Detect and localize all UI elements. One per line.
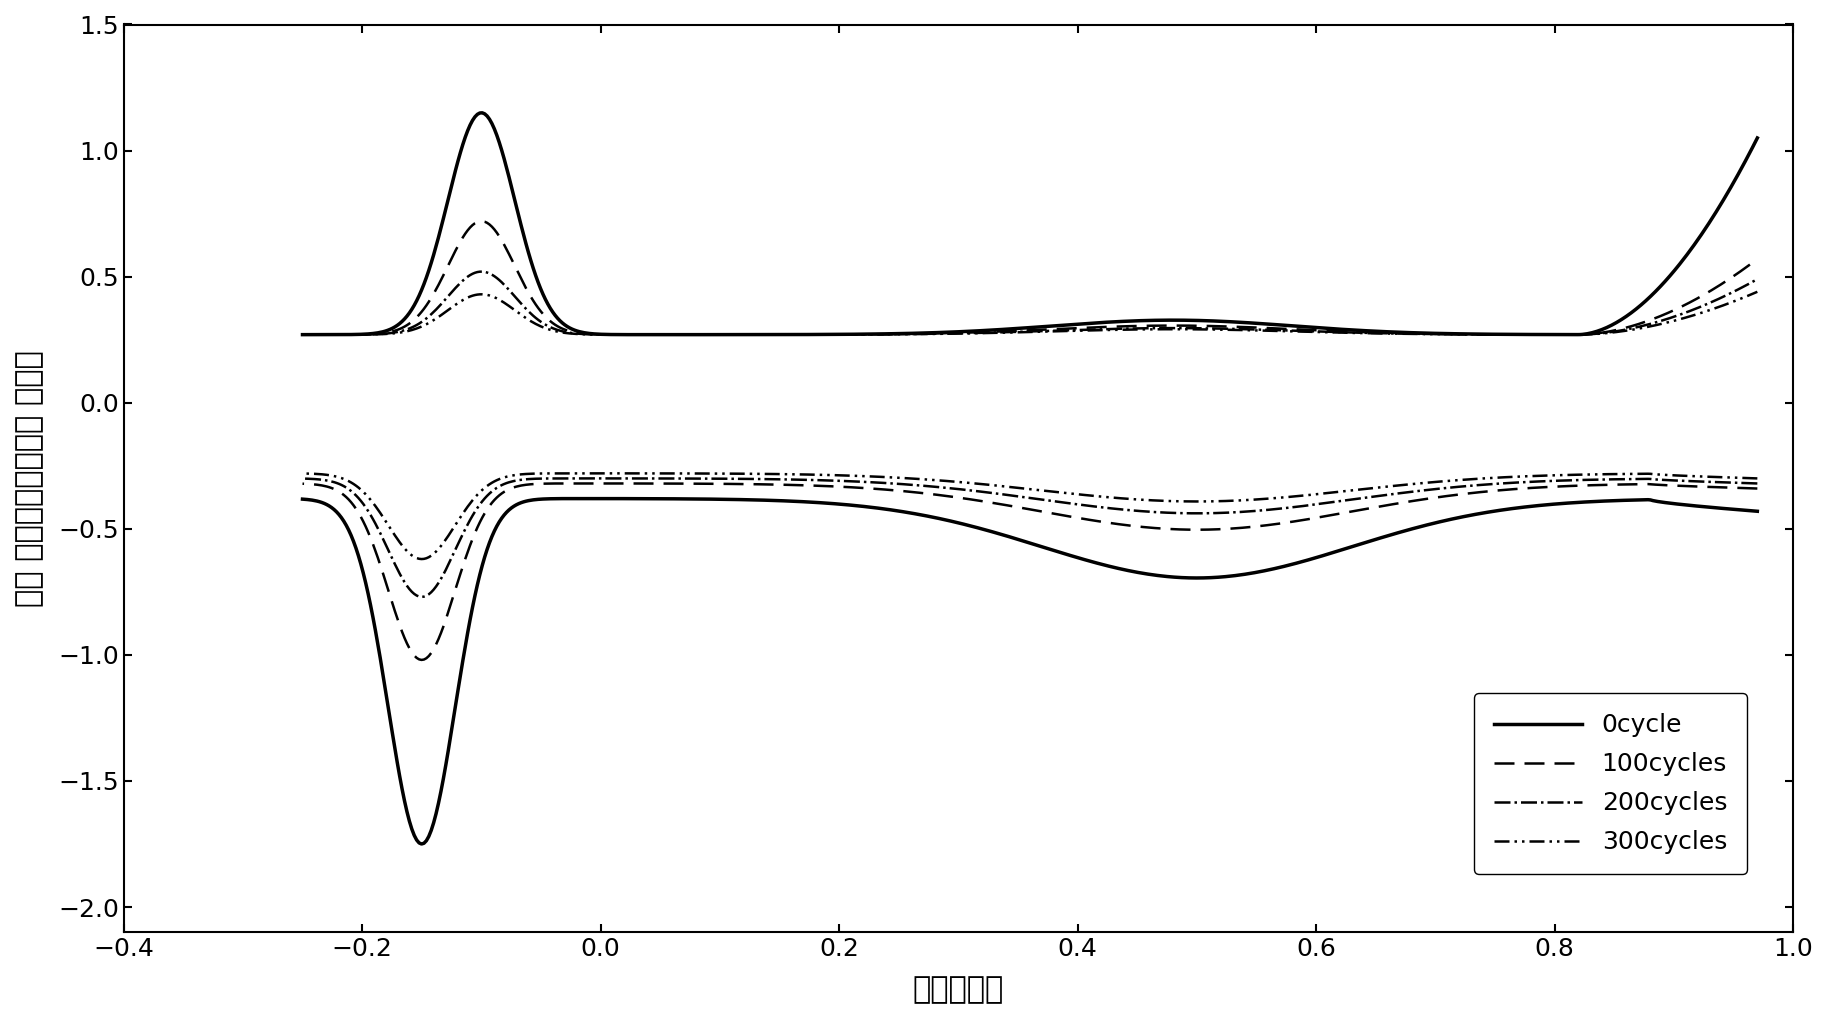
0cycle [667, 328, 689, 340]
0cycle [952, 325, 974, 337]
300cycles [951, 327, 972, 339]
Line: 200cycles: 200cycles [302, 272, 1757, 334]
Line: 100cycles: 100cycles [302, 221, 1757, 334]
300cycles [1746, 285, 1768, 298]
200cycles [552, 325, 574, 337]
100cycles [667, 328, 689, 340]
200cycles [472, 266, 494, 278]
300cycles [1263, 325, 1285, 337]
100cycles [1389, 327, 1411, 339]
300cycles [665, 328, 687, 340]
300cycles [1387, 328, 1409, 340]
300cycles [1148, 323, 1170, 335]
0cycle [1746, 131, 1768, 144]
0cycle [1389, 326, 1411, 338]
300cycles [291, 328, 313, 340]
100cycles [1152, 320, 1174, 332]
200cycles [1152, 322, 1174, 334]
100cycles [952, 327, 974, 339]
200cycles [1389, 327, 1411, 339]
0cycle [472, 107, 494, 119]
0cycle [552, 317, 574, 329]
0cycle [1265, 319, 1287, 331]
X-axis label: 电势（伏）: 电势（伏） [912, 975, 1004, 1004]
Y-axis label: 电流 密度（毫安／平方 厘米）: 电流 密度（毫安／平方 厘米） [15, 350, 44, 606]
200cycles [667, 328, 689, 340]
100cycles [472, 215, 494, 227]
Line: 0cycle: 0cycle [302, 113, 1757, 334]
0cycle [1152, 314, 1174, 326]
100cycles [552, 323, 574, 335]
100cycles [1265, 322, 1287, 334]
Line: 300cycles: 300cycles [302, 291, 1757, 334]
100cycles [1746, 253, 1768, 265]
200cycles [291, 328, 313, 340]
Legend: 0cycle, 100cycles, 200cycles, 300cycles: 0cycle, 100cycles, 200cycles, 300cycles [1473, 693, 1748, 874]
200cycles [1746, 273, 1768, 285]
200cycles [952, 327, 974, 339]
300cycles [548, 326, 570, 338]
200cycles [1265, 324, 1287, 336]
0cycle [291, 328, 313, 340]
100cycles [291, 328, 313, 340]
